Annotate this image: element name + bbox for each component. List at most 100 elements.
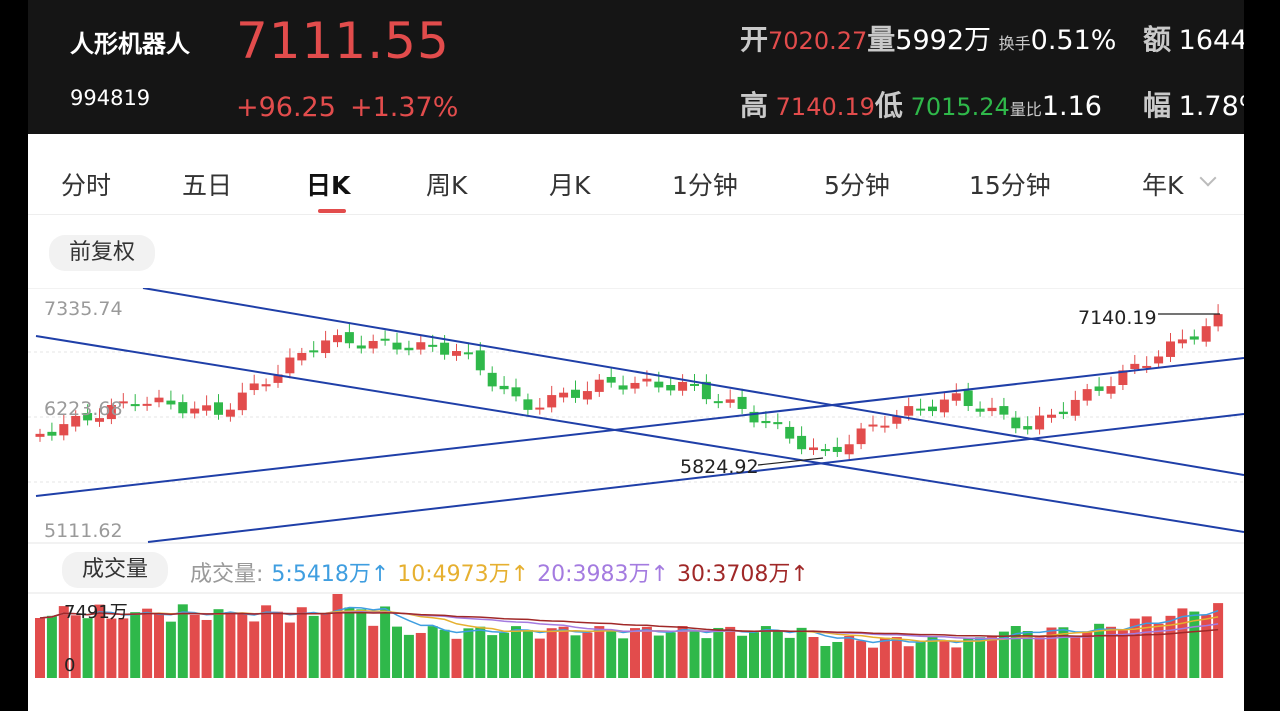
candle (214, 402, 223, 415)
volume-bar (1165, 615, 1176, 678)
candle (452, 351, 461, 356)
volume-bar (82, 618, 93, 678)
candle (1035, 415, 1045, 430)
candle (666, 384, 676, 391)
candle (1142, 365, 1152, 368)
tab-1min[interactable]: 1分钟 (672, 171, 738, 200)
volume-bar (427, 626, 438, 678)
volume-bar (154, 613, 164, 678)
tab-intraday[interactable]: 分时 (61, 171, 112, 200)
volume-legend: 成交量: 5:5418万↑ 10:4973万↑ 20:3983万↑ 30:3708万↑ (190, 556, 817, 588)
volume-bar (689, 630, 700, 678)
candle (106, 404, 116, 420)
low-value: 7015.24 (910, 93, 1010, 121)
volume-bar (439, 629, 450, 678)
volume-bar (713, 627, 724, 678)
tab-5min[interactable]: 5分钟 (824, 171, 890, 200)
candle (1011, 417, 1021, 429)
candle (951, 393, 961, 401)
y-tick-label: 7335.74 (44, 298, 123, 320)
turnover-label: 换手 (998, 34, 1031, 53)
candle (832, 446, 842, 452)
volume-bar (1141, 616, 1152, 678)
volume-button[interactable]: 成交量 (62, 552, 169, 588)
amp-label: 幅 (1143, 89, 1172, 122)
candle (142, 403, 152, 406)
candle (1154, 356, 1164, 364)
candle (237, 392, 247, 411)
volume-bar (868, 647, 878, 678)
candle (797, 435, 807, 450)
candle (344, 332, 354, 344)
candle (1094, 386, 1104, 391)
candle (261, 384, 271, 387)
index-code: 994819 (70, 86, 151, 110)
tab-five-day[interactable]: 五日 (182, 171, 233, 200)
candle (701, 381, 711, 400)
volume-zero-label: 0 (64, 655, 75, 676)
volume-bar (1010, 626, 1021, 678)
candle (499, 385, 509, 390)
volume-bar (380, 606, 391, 678)
price-change: +96.25 (236, 92, 336, 123)
volume-bar (915, 641, 926, 678)
candle (916, 408, 926, 411)
candle (856, 428, 866, 445)
volume-bar (808, 637, 819, 678)
open-value: 7020.27 (768, 27, 868, 55)
candle (475, 350, 485, 371)
volume-bar (1082, 631, 1093, 678)
candle (1070, 399, 1080, 416)
candle (868, 424, 878, 427)
tab-weekly-k[interactable]: 周K (426, 171, 468, 200)
volume-bar (332, 594, 343, 678)
volume-chart[interactable]: 7491万 0 (28, 592, 1244, 684)
volume-bar (606, 630, 617, 678)
volume-bar (796, 627, 807, 678)
candle (761, 420, 771, 424)
candle (1166, 341, 1175, 357)
volume-bar (522, 629, 533, 678)
candle (571, 389, 580, 398)
candlestick-chart[interactable]: 7335.74 6223.68 5111.62 7140.19 5824.92 (28, 288, 1244, 548)
volume-bar (201, 619, 212, 678)
volume-bar (737, 635, 748, 678)
volume-bar (784, 637, 795, 678)
ma-line (39, 611, 1219, 637)
candle (844, 444, 854, 455)
volume-bar (499, 632, 510, 678)
candle (35, 433, 45, 437)
candle (225, 409, 235, 417)
volume-bar (368, 625, 379, 678)
volume-bar (296, 607, 307, 678)
volume-bar (951, 647, 962, 678)
candle (1082, 389, 1092, 401)
candle (356, 345, 366, 349)
turnover-value: 0.51% (1030, 25, 1117, 56)
amount-label: 额 (1143, 23, 1172, 56)
tab-daily-k[interactable]: 日K (306, 171, 351, 200)
volume-bar (820, 645, 831, 678)
candle (904, 406, 914, 416)
volume-max-label: 7491万 (64, 602, 128, 623)
ma5-legend: 5:5418万↑ (271, 562, 390, 587)
volume-bar (546, 628, 557, 678)
tab-monthly-k[interactable]: 月K (549, 171, 591, 200)
tab-15min[interactable]: 15分钟 (969, 171, 1051, 200)
ma20-legend: 20:3983万↑ (537, 562, 669, 587)
volume-bar (106, 618, 117, 678)
volume-legend-prefix: 成交量: (190, 562, 264, 587)
candle (547, 395, 557, 408)
volume-bar (344, 607, 355, 678)
candle (1118, 370, 1128, 385)
candle (963, 390, 973, 407)
adjust-button[interactable]: 前复权 (49, 235, 156, 271)
volume-bar (118, 618, 129, 678)
candle (809, 447, 818, 451)
candle (59, 424, 69, 436)
candle (654, 381, 664, 388)
candle (618, 385, 628, 390)
volume-bar (94, 604, 105, 678)
tab-yearly-k[interactable]: 年K (1142, 171, 1184, 200)
candle (1189, 336, 1199, 340)
